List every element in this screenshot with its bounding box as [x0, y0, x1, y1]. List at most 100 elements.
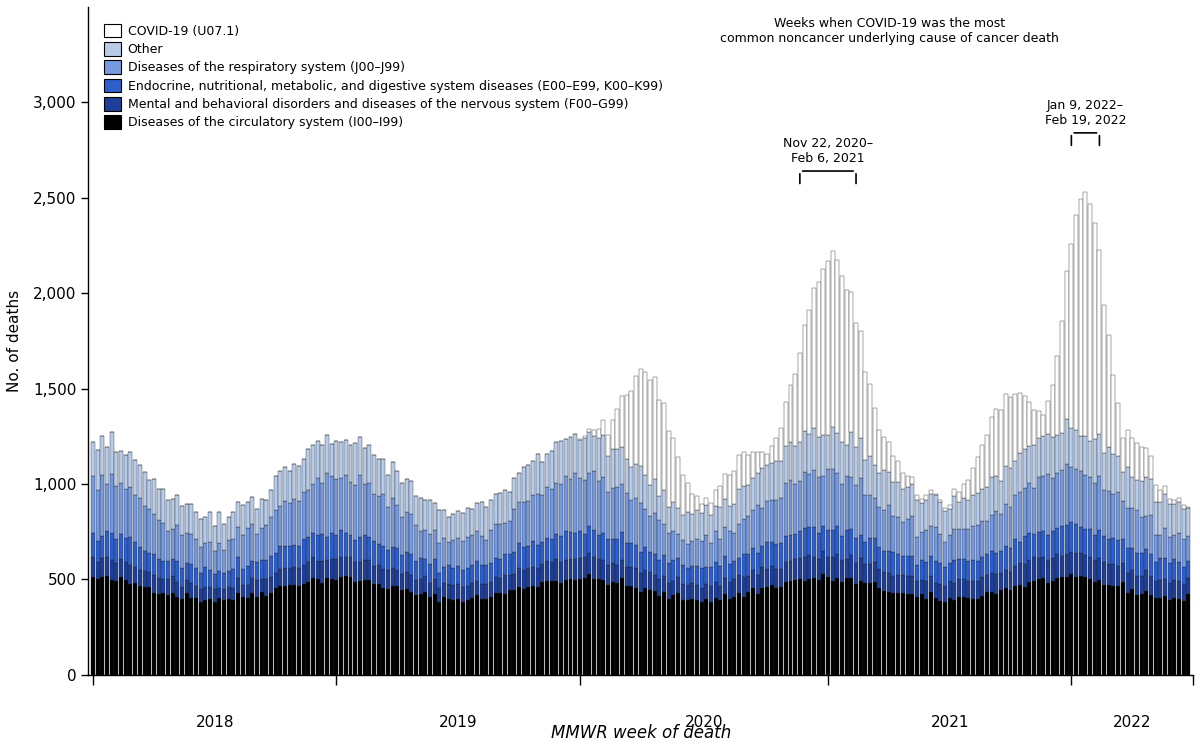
Bar	[1084, 529, 1087, 556]
Bar	[493, 558, 498, 577]
Bar	[1069, 552, 1073, 574]
Bar	[475, 561, 479, 581]
Bar	[101, 536, 104, 558]
Bar	[1098, 434, 1102, 476]
Bar	[798, 557, 802, 580]
Bar	[1135, 577, 1139, 595]
Bar	[625, 542, 629, 567]
Bar	[532, 495, 535, 542]
Bar	[382, 569, 385, 588]
Bar	[1000, 515, 1003, 551]
Bar	[784, 562, 788, 582]
Bar	[251, 578, 254, 593]
Bar	[1148, 515, 1153, 554]
Bar	[428, 534, 432, 564]
Bar	[854, 538, 858, 562]
Bar	[1064, 525, 1069, 554]
Bar	[629, 586, 634, 675]
Bar	[643, 475, 647, 509]
Bar	[938, 534, 942, 562]
Bar	[564, 476, 568, 532]
Bar	[1088, 441, 1092, 477]
Bar	[301, 539, 306, 565]
Bar	[1018, 563, 1022, 585]
Bar	[91, 533, 95, 557]
Bar	[919, 499, 924, 503]
Bar	[1088, 204, 1092, 441]
Bar	[732, 504, 737, 533]
Bar	[1168, 583, 1171, 600]
Bar	[596, 438, 600, 481]
Bar	[293, 545, 296, 566]
Bar	[109, 560, 114, 580]
Bar	[742, 554, 745, 577]
Bar	[391, 586, 395, 675]
Bar	[488, 582, 493, 597]
Bar	[948, 563, 952, 581]
Bar	[353, 443, 358, 485]
Bar	[1008, 589, 1013, 675]
Bar	[1145, 571, 1148, 591]
Bar	[438, 510, 442, 542]
Bar	[779, 461, 784, 498]
Bar	[1008, 397, 1013, 468]
Bar	[335, 535, 338, 560]
Bar	[830, 557, 835, 581]
Bar	[109, 474, 114, 533]
Bar	[133, 583, 137, 675]
Bar	[503, 490, 506, 523]
Bar	[958, 529, 961, 559]
Bar	[629, 467, 634, 500]
Bar	[344, 576, 348, 675]
Bar	[446, 517, 451, 542]
Bar	[653, 591, 656, 675]
Bar	[522, 571, 526, 589]
Bar	[569, 580, 572, 675]
Bar	[283, 546, 287, 568]
Bar	[138, 569, 142, 586]
Bar	[156, 559, 161, 578]
Bar	[1177, 498, 1181, 503]
Bar	[892, 482, 895, 516]
Bar	[404, 589, 409, 675]
Bar	[1000, 572, 1003, 589]
Bar	[596, 559, 600, 579]
Bar	[887, 592, 890, 675]
Bar	[152, 593, 156, 675]
Bar	[1182, 505, 1186, 509]
Bar	[859, 535, 863, 558]
Bar	[835, 526, 839, 554]
Bar	[924, 562, 929, 581]
Bar	[554, 560, 558, 580]
Bar	[222, 601, 226, 675]
Bar	[1018, 542, 1022, 563]
Bar	[769, 500, 774, 542]
Bar	[185, 504, 188, 533]
Bar	[190, 534, 193, 564]
Bar	[1135, 509, 1139, 553]
Bar	[550, 489, 553, 539]
Bar	[517, 586, 521, 675]
Bar	[793, 485, 797, 534]
Bar	[788, 561, 792, 581]
Bar	[719, 600, 722, 675]
Bar	[236, 593, 240, 675]
Bar	[625, 567, 629, 586]
Bar	[367, 483, 371, 537]
Bar	[638, 503, 643, 551]
Bar	[943, 567, 947, 586]
Bar	[493, 524, 498, 558]
Bar	[1130, 589, 1134, 675]
Bar	[732, 579, 737, 597]
Bar	[896, 461, 900, 482]
Bar	[976, 599, 979, 675]
Bar	[653, 554, 656, 575]
Bar	[756, 575, 760, 594]
Bar	[433, 503, 437, 530]
Bar	[545, 581, 550, 675]
Bar	[812, 470, 816, 527]
Bar	[264, 579, 269, 596]
Bar	[1060, 433, 1064, 470]
Bar	[1027, 582, 1031, 675]
Bar	[527, 587, 530, 675]
